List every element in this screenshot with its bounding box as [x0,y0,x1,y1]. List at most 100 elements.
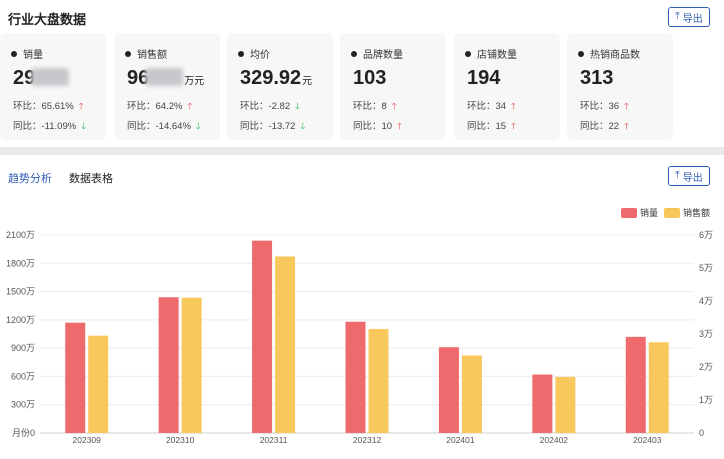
y-right-tick-label: 0 [699,428,704,438]
metric-label: 销售额 [125,46,167,61]
yoy-label: 同比： [353,121,382,132]
metric-label: 品牌数量 [351,46,403,61]
metric-value-text: 103 [353,67,387,89]
metric-mom: 环比：8 🡑 [353,98,397,115]
metric-label: 均价 [238,46,270,61]
export-button-trend[interactable]: ⤒ 导出 [668,166,710,186]
y-right-tick-label: 6万 [699,230,713,240]
x-tick-label: 202311 [260,435,288,445]
metric-unit: 元 [302,76,313,87]
mom-label: 环比： [127,101,156,112]
bar-sales-qty [252,240,273,433]
metric-value: 329.92元 [240,67,312,90]
mom-value: 8 [381,101,387,112]
metric-card: 均价 329.92元 环比：-2.82 🡓 同比：-13.72 🡓 [227,33,333,140]
x-tick-label: 202403 [633,435,662,445]
yoy-value: 22 [608,121,620,132]
bullet-icon [351,50,357,57]
bar-sales-amount [648,342,669,433]
metric-label: 店铺数量 [465,46,517,61]
mom-value: 64.2% [155,101,183,112]
bar-sales-qty [158,297,179,433]
y-left-tick-label: 1200万 [6,315,35,325]
metric-yoy: 同比：-14.64% 🡓 [127,118,201,135]
metric-card: 品牌数量 103 环比：8 🡑 同比：10 🡑 [340,33,446,140]
metric-value: 96 万元 [127,67,204,90]
bar-sales-amount [555,376,576,433]
mom-value: 36 [608,101,620,112]
arrow-up-icon: 🡑 [397,121,402,131]
y-right-tick-label: 1万 [699,395,713,405]
arrow-up-icon: 🡑 [511,101,516,111]
bullet-icon [11,50,17,57]
arrow-up-icon: 🡑 [624,121,629,131]
bar-sales-qty [532,374,553,433]
legend-label: 销量 [640,207,658,218]
metric-value: 29 [13,67,70,90]
tab-trend-analysis[interactable]: 趋势分析 [8,173,52,185]
yoy-label: 同比： [580,121,609,132]
metric-mom: 环比：64.2% 🡑 [127,98,192,115]
mom-label: 环比： [13,101,42,112]
arrow-down-icon: 🡓 [300,121,306,131]
bar-sales-amount [275,256,296,433]
legend-swatch [621,208,637,218]
metric-label-text: 均价 [250,50,270,61]
metric-mom: 环比：65.61% 🡑 [13,98,83,115]
industry-overview-panel: 行业大盘数据 ⤒ 导出 销量 29 环比：65.61% 🡑 同比：-11.09% 🡓 销售额… [0,0,724,147]
tab-data-table[interactable]: 数据表格 [69,173,113,185]
metric-label: 热销商品数 [578,46,640,61]
export-label: 导出 [682,13,703,25]
yoy-label: 同比： [467,121,496,132]
mom-label: 环比： [240,101,269,112]
y-left-tick-label: 2100万 [6,230,35,240]
metric-value-text: 96 [127,67,150,89]
arrow-up-icon: 🡑 [391,101,397,111]
metric-card: 销售额 96 万元环比：64.2% 🡑 同比：-14.64% 🡓 [114,33,220,140]
bar-sales-qty [345,321,366,433]
trend-bar-chart: 月份0 300万 600万 900万 1200万 1500万 1800万 2100万 0 1万 2万… [6,207,713,445]
bar-sales-amount [461,355,482,433]
metric-value-text: 313 [580,67,614,89]
y-left-tick-label: 900万 [11,343,35,353]
metric-yoy: 同比：15 🡑 [467,118,516,135]
yoy-value: -14.64% [155,121,191,132]
metric-yoy: 同比：-13.72 🡓 [240,118,305,135]
metric-mom: 环比：34 🡑 [467,98,516,115]
metric-card: 热销商品数 313 环比：36 🡑 同比：22 🡑 [567,33,673,140]
yoy-value: 10 [381,121,393,132]
bar-sales-qty [438,347,459,433]
y-right-tick-label: 2万 [699,362,713,372]
arrow-down-icon: 🡓 [295,101,300,111]
bullet-icon [125,50,131,57]
metric-yoy: 同比：22 🡑 [580,118,629,135]
bar-sales-amount [88,335,109,433]
metric-unit: 万元 [184,76,205,87]
metric-label-text: 品牌数量 [363,50,403,61]
bar-sales-amount [181,297,202,433]
export-button-overview[interactable]: ⤒ 导出 [668,7,710,27]
bar-sales-qty [65,322,86,433]
y-right-tick-label: 4万 [699,296,713,306]
metric-value-text: 194 [467,67,501,89]
metric-value: 103 [353,67,386,90]
export-label: 导出 [682,172,703,184]
mom-label: 环比： [467,101,496,112]
y-left-tick-label: 1800万 [6,258,35,268]
mom-value: 34 [495,101,507,112]
mom-value: -2.82 [268,101,291,112]
y-right-tick-label: 3万 [699,329,713,339]
bar-sales-qty [625,336,646,433]
yoy-value: -13.72 [268,121,296,132]
legend-swatch [664,208,680,218]
arrow-up-icon: 🡑 [78,101,84,111]
metric-value-text: 329.92 [240,67,302,89]
x-tick-label: 202309 [73,435,102,445]
metric-value: 194 [467,67,500,90]
mom-value: 65.61% [41,101,74,112]
yoy-label: 同比： [127,121,156,132]
x-tick-label: 202312 [353,435,382,445]
metric-yoy: 同比：-11.09% 🡓 [13,118,86,135]
upload-icon: ⤒ [675,11,680,22]
panel-title: 行业大盘数据 [8,12,87,27]
